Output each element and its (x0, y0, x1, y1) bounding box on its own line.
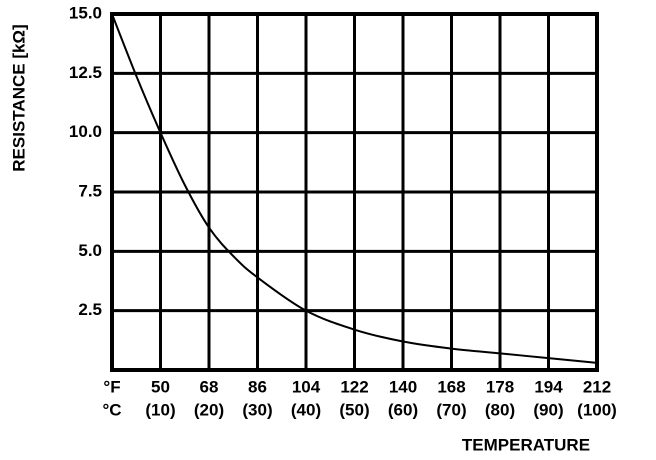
x-tick-label-f: 68 (200, 377, 219, 396)
x-tick-label-f: 50 (151, 377, 170, 396)
x-tick-label-c: (30) (242, 400, 272, 419)
y-tick-label: 10.0 (69, 122, 102, 141)
y-tick-label: 2.5 (78, 300, 102, 319)
y-tick-label: 15.0 (69, 3, 102, 22)
x-unit-c: °C (102, 400, 121, 419)
y-tick-label: 12.5 (69, 63, 102, 82)
x-axis-title: TEMPERATURE (462, 435, 590, 454)
x-tick-label-c: (60) (388, 400, 418, 419)
y-tick-label: 5.0 (78, 241, 102, 260)
x-tick-label-c: (20) (194, 400, 224, 419)
x-tick-label-c: (90) (533, 400, 563, 419)
x-tick-label-f: 122 (340, 377, 368, 396)
x-tick-label-c: (80) (485, 400, 515, 419)
x-tick-label-c: (100) (577, 400, 617, 419)
resistance-curve (111, 13, 598, 364)
y-tick-label: 7.5 (78, 181, 102, 200)
x-tick-label-f: 212 (583, 377, 611, 396)
plot-frame (110, 12, 599, 372)
x-tick-label-c: (70) (436, 400, 466, 419)
x-tick-label-c: (40) (291, 400, 321, 419)
x-tick-label-f: 86 (248, 377, 267, 396)
x-unit-f: °F (103, 377, 120, 396)
x-tick-label-f: 194 (534, 377, 563, 396)
x-tick-label-f: 140 (389, 377, 417, 396)
x-tick-label-f: 168 (437, 377, 465, 396)
x-tick-label-c: (10) (145, 400, 175, 419)
x-tick-label-c: (50) (339, 400, 369, 419)
x-tick-label-f: 178 (486, 377, 514, 396)
x-tick-label-f: 104 (292, 377, 321, 396)
y-axis-title: RESISTANCE [kΩ] (9, 24, 28, 171)
